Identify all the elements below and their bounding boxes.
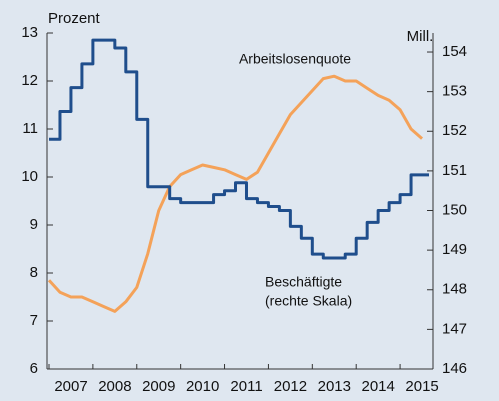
- y2-tick-label: 148: [442, 281, 467, 298]
- y2-tick-label: 154: [442, 43, 467, 60]
- y2-tick-label: 152: [442, 122, 467, 139]
- y-tick-label: 11: [22, 120, 38, 137]
- x-tick-label: 2010: [186, 378, 219, 395]
- line-series: [49, 38, 429, 260]
- x-tick-label: 2008: [98, 378, 131, 395]
- y2-tick-label: 146: [442, 360, 467, 377]
- line-series: [47, 74, 424, 313]
- y2-tick-label: 147: [442, 320, 467, 337]
- x-tick-label: 2014: [362, 378, 395, 395]
- y-tick-label: 10: [21, 168, 38, 185]
- annotation: Arbeitslosenquote: [239, 51, 351, 67]
- y2-tick-label: 151: [442, 162, 467, 179]
- y-tick-label: 8: [30, 264, 38, 281]
- annotation: Beschäftigte: [265, 274, 342, 290]
- y-tick-label: 6: [30, 360, 38, 377]
- y-tick-label: 13: [21, 24, 38, 41]
- x-tick-label: 2013: [318, 378, 351, 395]
- x-tick-label: 2007: [54, 378, 87, 395]
- y-tick-label: 12: [21, 72, 38, 89]
- x-tick-label: 2011: [230, 378, 262, 395]
- x-tick-label: 2009: [142, 378, 175, 395]
- y-tick-label: 9: [30, 216, 38, 233]
- x-tick-label: 2015: [405, 378, 438, 395]
- annotation: (rechte Skala): [265, 293, 352, 309]
- y2-tick-label: 153: [442, 83, 467, 100]
- x-tick-label: 2012: [274, 378, 307, 395]
- y2-axis-label: Mill.: [407, 28, 434, 45]
- y-axis-label: Prozent: [48, 10, 101, 27]
- y-tick-label: 7: [30, 312, 38, 329]
- y2-tick-label: 150: [442, 201, 467, 218]
- y2-tick-label: 149: [442, 241, 467, 258]
